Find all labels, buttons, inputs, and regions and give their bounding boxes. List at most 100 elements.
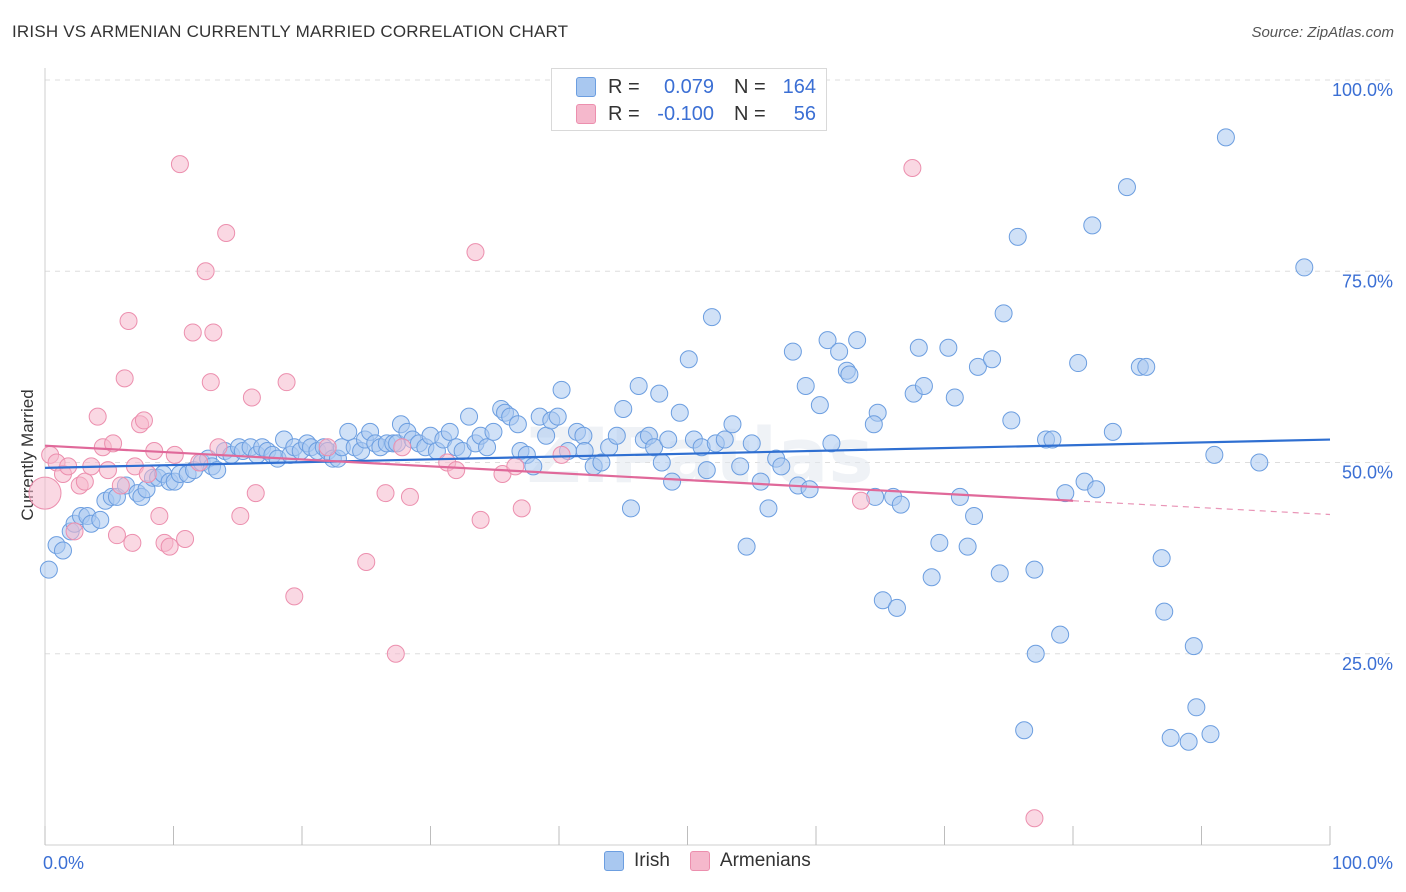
armenian-point (231, 507, 250, 526)
legend-n-label: N = (734, 75, 766, 98)
irish-point (822, 434, 841, 453)
legend-item-irish[interactable]: Irish (604, 850, 670, 872)
legend-label-armenians: Armenians (719, 850, 811, 871)
irish-point (759, 499, 778, 518)
irish-point (751, 472, 770, 491)
armenian-point (111, 476, 130, 495)
irish-points (39, 128, 1314, 751)
irish-point (983, 350, 1002, 369)
irish-point (945, 388, 964, 407)
armenian-point (285, 587, 304, 606)
chart-title: IRISH VS ARMENIAN CURRENTLY MARRIED CORR… (12, 22, 569, 41)
y-tick-label: 75.0% (1342, 271, 1393, 291)
irish-point (1216, 128, 1235, 147)
irish-point (1250, 453, 1269, 472)
irish-point (968, 357, 987, 376)
armenian-point (357, 552, 376, 571)
irish-point (772, 457, 791, 476)
irish-point (1002, 411, 1021, 430)
armenian-swatch (689, 851, 710, 871)
series-legend: Irish Armenians (604, 850, 831, 872)
irish-point (800, 480, 819, 499)
legend-n-label: N = (734, 102, 766, 125)
legend-r-label: R = (608, 75, 640, 98)
irish-point (53, 541, 72, 560)
armenian-point (88, 407, 107, 426)
armenian-point (165, 445, 184, 464)
irish-point (1008, 227, 1027, 246)
armenian-point (204, 323, 223, 342)
armenian-point (201, 373, 220, 392)
irish-point (663, 472, 682, 491)
irish-point (39, 560, 58, 579)
irish-point (574, 426, 593, 445)
irish-point (484, 422, 503, 441)
armenian-point (447, 461, 466, 480)
irish-point (650, 384, 669, 403)
irish-point (715, 430, 734, 449)
irish-point (909, 338, 928, 357)
tick-labels: 100.0% 75.0% 50.0% 25.0% 0.0% 100.0% (43, 80, 1393, 873)
irish-point (1201, 725, 1220, 744)
armenian-point (183, 323, 202, 342)
irish-swatch (604, 851, 624, 871)
armenian-point (65, 522, 84, 541)
armenian-point (376, 484, 395, 503)
legend-label-irish: Irish (634, 850, 670, 871)
irish-point (818, 331, 837, 350)
armenian-point (104, 434, 123, 453)
armenian-point (386, 644, 405, 663)
armenian-point (903, 158, 922, 177)
legend-row-armenians: R = -0.100 N = 56 (576, 101, 816, 127)
legend-r-label: R = (608, 102, 640, 125)
gridlines (45, 79, 1395, 655)
y-tick-label: 100.0% (1332, 80, 1393, 100)
armenian-point (552, 445, 571, 464)
irish-point (930, 533, 949, 552)
irish-point (1026, 644, 1045, 663)
irish-point (1187, 698, 1206, 717)
armenian-point (242, 388, 261, 407)
armenian-point (277, 373, 296, 392)
source-label: Source: ZipAtlas.com (1251, 24, 1394, 41)
irish-point (1083, 216, 1102, 235)
x-tick-label: 100.0% (1332, 853, 1393, 873)
armenian-trend-extension (1072, 500, 1331, 516)
irish-point (1069, 354, 1088, 373)
irish-point (994, 304, 1013, 323)
irish-point (840, 365, 859, 384)
legend-n-value: 164 (782, 75, 816, 98)
armenian-trend-line (44, 444, 1074, 502)
irish-point (478, 438, 497, 457)
irish-point (1117, 178, 1136, 197)
irish-point (702, 308, 721, 327)
irish-point (670, 403, 689, 422)
irish-point (208, 461, 227, 480)
armenian-point (209, 438, 228, 457)
irish-point (783, 342, 802, 361)
irish-point (460, 407, 479, 426)
irish-point (864, 415, 883, 434)
irish-point (958, 537, 977, 556)
irish-swatch (576, 77, 596, 97)
y-tick-label: 25.0% (1342, 654, 1393, 674)
irish-point (1161, 728, 1180, 747)
armenian-point (196, 262, 215, 281)
legend-r-value: 0.079 (663, 75, 714, 98)
trend-lines (44, 438, 1331, 516)
armenian-point (123, 533, 142, 552)
armenian-point (851, 491, 870, 510)
armenian-point (466, 243, 485, 262)
irish-point (737, 537, 756, 556)
armenian-point (28, 476, 62, 510)
irish-point (1152, 549, 1171, 568)
armenian-point (107, 526, 126, 545)
irish-point (645, 438, 664, 457)
armenian-point (98, 461, 117, 480)
irish-point (1025, 560, 1044, 579)
armenian-point (190, 453, 209, 472)
legend-item-armenians[interactable]: Armenians (689, 850, 811, 872)
irish-point (830, 342, 849, 361)
irish-point (891, 495, 910, 514)
